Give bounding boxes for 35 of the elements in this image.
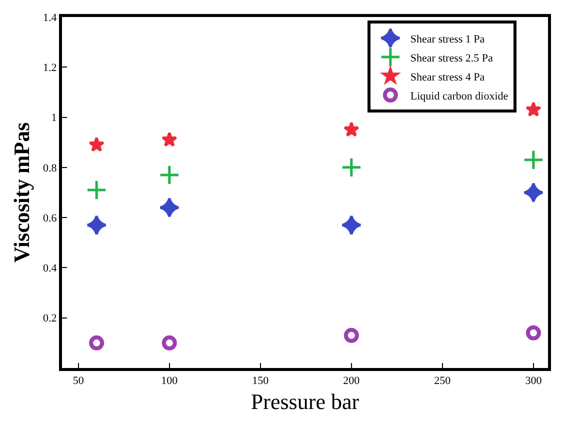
x-axis-title: Pressure bar [250,389,360,414]
point [526,325,541,340]
point [341,214,362,236]
x-tick-label: 200 [343,375,360,388]
point [89,335,104,350]
legend-label: Liquid carbon dioxide [410,90,508,102]
y-axis-title: Viscosity mPas [8,122,34,263]
x-tick-label: 300 [525,375,542,388]
legend-label: Shear stress 4 Pa [410,71,485,84]
y-tick-label: 0.4 [43,262,58,275]
point [344,328,359,343]
point [161,132,178,147]
y-tick-label: 0.8 [43,162,58,174]
x-tick-label: 150 [252,375,270,388]
point [162,335,177,350]
y-tick-label: 1.4 [43,12,58,24]
point [341,157,362,178]
point [159,197,180,218]
x-tick-label: 250 [434,375,452,388]
legend-label: Shear stress 1 Pa [410,33,485,46]
point [86,214,107,236]
y-tick-label: 0.2 [43,312,57,325]
point [159,164,180,186]
y-tick-label: 1.2 [43,62,57,74]
y-tick-label: 0.6 [43,212,58,224]
point [526,102,542,117]
point [86,180,107,200]
point [523,150,544,170]
point [523,182,544,203]
x-tick-label: 50 [72,375,84,388]
legend-label: Shear stress 2.5 Pa [410,52,494,64]
point [88,136,104,152]
x-tick-label: 100 [161,375,178,388]
point [344,122,360,137]
y-tick-label: 1 [51,112,57,124]
